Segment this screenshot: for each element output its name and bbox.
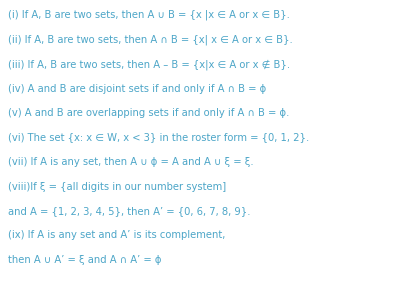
Text: (iii) If A, B are two sets, then A – B = {x|x ∈ A or x ∉ B}.: (iii) If A, B are two sets, then A – B =…	[8, 59, 290, 70]
Text: (iv) A and B are disjoint sets if and only if A ∩ B = ϕ: (iv) A and B are disjoint sets if and on…	[8, 84, 266, 93]
Text: (viii)If ξ = {all digits in our number system]: (viii)If ξ = {all digits in our number s…	[8, 182, 226, 191]
Text: then A ∪ A’ = ξ and A ∩ A’ = ϕ: then A ∪ A’ = ξ and A ∩ A’ = ϕ	[8, 255, 162, 265]
Text: and A = {1, 2, 3, 4, 5}, then A’ = {0, 6, 7, 8, 9}.: and A = {1, 2, 3, 4, 5}, then A’ = {0, 6…	[8, 206, 251, 216]
Text: (ii) If A, B are two sets, then A ∩ B = {x| x ∈ A or x ∈ B}.: (ii) If A, B are two sets, then A ∩ B = …	[8, 35, 293, 45]
Text: (vii) If A is any set, then A ∪ ϕ = A and A ∪ ξ = ξ.: (vii) If A is any set, then A ∪ ϕ = A an…	[8, 157, 253, 167]
Text: (ix) If A is any set and A’ is its complement,: (ix) If A is any set and A’ is its compl…	[8, 231, 225, 240]
Text: (vi) The set {x: x ∈ W, x < 3} in the roster form = {0, 1, 2}.: (vi) The set {x: x ∈ W, x < 3} in the ro…	[8, 133, 309, 142]
Text: (i) If A, B are two sets, then A ∪ B = {x |x ∈ A or x ∈ B}.: (i) If A, B are two sets, then A ∪ B = {…	[8, 10, 290, 21]
Text: (v) A and B are overlapping sets if and only if A ∩ B = ϕ.: (v) A and B are overlapping sets if and …	[8, 108, 289, 118]
